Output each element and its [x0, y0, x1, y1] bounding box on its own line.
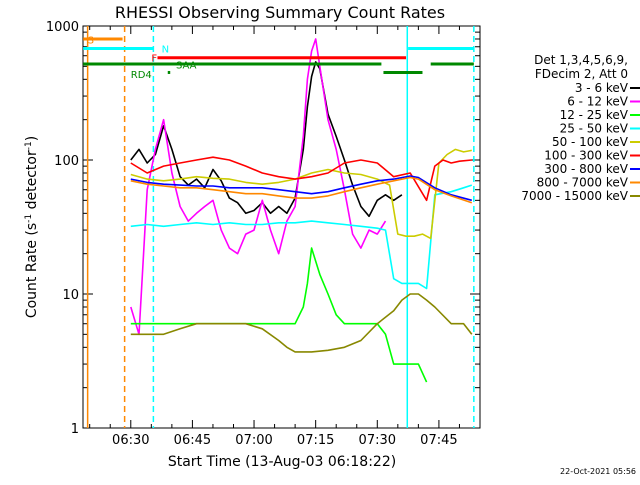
- x-axis-label: Start Time (13-Aug-03 06:18:22): [168, 454, 396, 470]
- x-tick-label: 07:45: [420, 433, 457, 448]
- series-lines: [130, 38, 473, 383]
- x-axis: 06:30 06:45 07:00 07:15 07:30 07:45: [89, 26, 481, 448]
- legend-entry-label: 100 - 300 keV: [544, 149, 628, 163]
- legend-entry-label: 12 - 25 keV: [560, 108, 629, 122]
- series-line: [130, 176, 473, 204]
- y-tick-label: 100: [54, 154, 79, 169]
- y-axis: 1 10 100 1000: [46, 20, 480, 437]
- legend-entry-label: 800 - 7000 keV: [537, 176, 629, 190]
- flag-label: SAA: [176, 61, 197, 72]
- y-tick-label: 1000: [46, 20, 79, 35]
- y-tick-label: 1: [71, 422, 79, 437]
- series-line: [130, 38, 387, 336]
- legend-entry-label: 6 - 12 keV: [567, 95, 629, 109]
- flag-label: RD4: [131, 70, 152, 81]
- series-line: [130, 184, 473, 290]
- x-tick-label: 06:45: [174, 433, 211, 448]
- legend-entry-label: 3 - 6 keV: [575, 81, 629, 95]
- legend: Det 1,3,4,5,6,9, FDecim 2, Att 0 3 - 6 k…: [521, 53, 640, 203]
- series-line: [130, 175, 473, 202]
- time-markers: [86, 26, 475, 428]
- legend-entry-label: 25 - 50 keV: [560, 122, 629, 136]
- y-axis-label: Count Rate (s-1 detector-1): [24, 136, 40, 318]
- legend-entry-label: 300 - 800 keV: [544, 162, 628, 176]
- legend-entry-label: 50 - 100 keV: [552, 135, 629, 149]
- y-tick-label: 10: [62, 288, 79, 303]
- legend-header-line: FDecim 2, Att 0: [535, 67, 628, 81]
- footer-timestamp: 22-Oct-2021 05:56: [560, 467, 636, 476]
- legend-header-line: Det 1,3,4,5,6,9,: [534, 53, 628, 67]
- x-tick-label: 06:30: [112, 433, 149, 448]
- plot-frame: [82, 25, 481, 429]
- series-line: [130, 61, 403, 218]
- series-line: [130, 156, 472, 202]
- chart-title: RHESSI Observing Summary Count Rates: [115, 3, 445, 22]
- flag-label: N: [162, 44, 169, 55]
- x-tick-label: 07:00: [235, 433, 272, 448]
- x-tick-label: 07:15: [297, 433, 334, 448]
- flag-label: S: [88, 36, 94, 47]
- series-line: [130, 293, 473, 353]
- x-tick-label: 07:30: [359, 433, 396, 448]
- flag-bars: S NF SAA RD4: [83, 36, 474, 81]
- flag-label: F: [151, 54, 157, 65]
- legend-entry-label: 7000 - 15000 keV: [521, 189, 628, 203]
- series-line: [130, 247, 428, 383]
